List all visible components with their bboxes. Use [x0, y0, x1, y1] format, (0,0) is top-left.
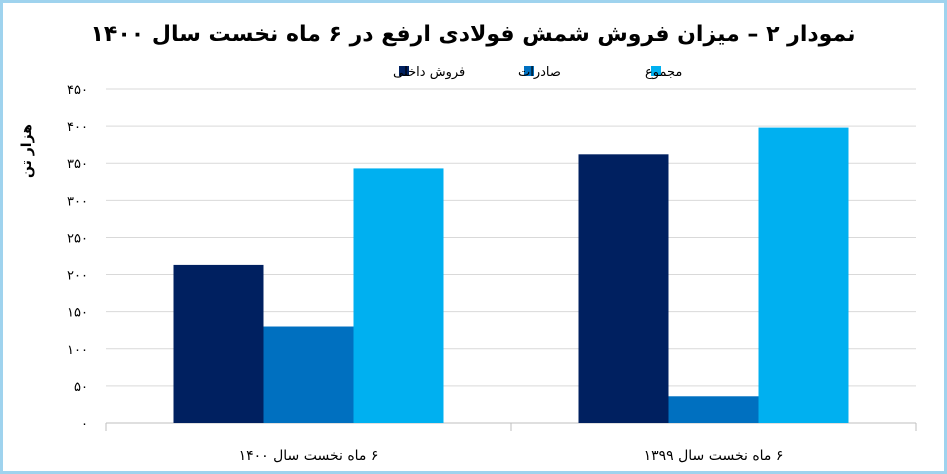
- chart-title: نمودار ۲ – میزان فروش شمش فولادی ارفع در…: [91, 22, 856, 47]
- legend-swatch: [651, 66, 661, 76]
- y-tick-label: ۲۵۰: [67, 231, 88, 246]
- bar: [668, 396, 759, 423]
- y-tick-label: ۱۵۰: [67, 306, 88, 321]
- y-axis-ticks: ۰ ۵۰ ۱۰۰ ۱۵۰ ۲۰۰ ۲۵۰ ۳۰۰ ۳۵۰ ۴۰۰ ۴۵۰: [67, 83, 88, 432]
- y-tick-label: ۴۵۰: [67, 83, 88, 98]
- y-axis-label: هزار تن: [19, 124, 35, 178]
- legend-label: صادرات: [518, 65, 561, 80]
- bar: [578, 154, 669, 423]
- y-tick-label: ۰: [81, 417, 88, 432]
- x-category-label: ۶ ماه نخست سال ۱۴۰۰: [239, 448, 379, 464]
- y-tick-label: ۲۰۰: [67, 269, 88, 284]
- y-tick-label: ۱۰۰: [67, 343, 88, 358]
- bar: [263, 326, 354, 423]
- bar-chart: نمودار ۲ – میزان فروش شمش فولادی ارفع در…: [19, 22, 917, 464]
- y-tick-label: ۴۰۰: [67, 120, 88, 135]
- x-category-label: ۶ ماه نخست سال ۱۳۹۹: [644, 448, 784, 464]
- legend-label: فروش داخلی: [393, 65, 465, 80]
- legend: فروش داخلی صادرات مجموع: [393, 65, 682, 80]
- bar: [173, 264, 264, 423]
- y-tick-label: ۵۰: [74, 380, 88, 395]
- legend-swatch: [524, 66, 534, 76]
- legend-swatch: [399, 66, 409, 76]
- y-tick-label: ۳۰۰: [67, 194, 88, 209]
- bar: [758, 127, 849, 424]
- legend-label: مجموع: [645, 65, 682, 80]
- x-axis-categories: ۶ ماه نخست سال ۱۳۹۹ ۶ ماه نخست سال ۱۴۰۰: [105, 423, 917, 464]
- bars: [173, 127, 849, 424]
- bar: [353, 168, 444, 423]
- y-tick-label: ۳۵۰: [67, 157, 88, 172]
